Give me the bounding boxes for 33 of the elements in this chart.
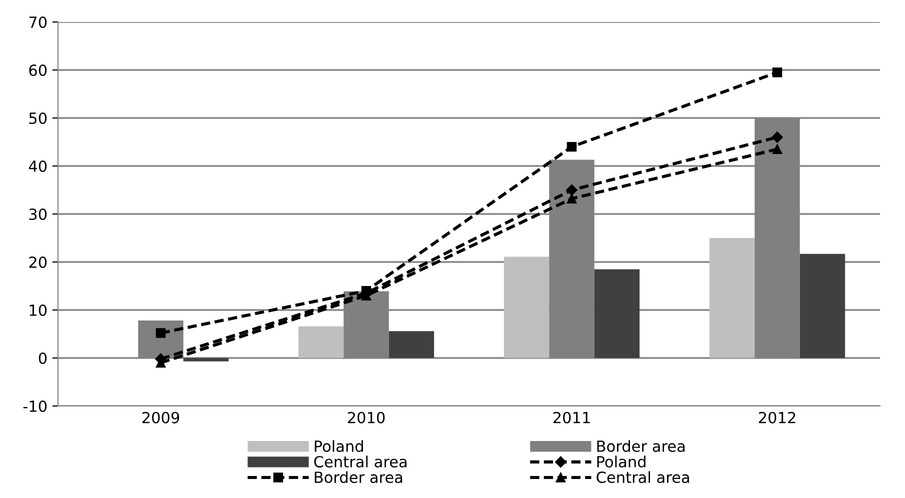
legend-label: Central area [314,456,406,468]
x-tick-label: 2010 [348,412,385,424]
point [156,328,166,338]
bar [298,326,344,358]
y-tick-label: 10 [30,304,47,316]
bar [709,238,755,358]
legend-label: Poland [597,456,646,468]
y-tick-label: 40 [28,160,47,172]
y-tick-label: 0 [38,352,47,364]
bar [800,254,846,358]
point [772,144,782,154]
y-tick-label: 30 [29,208,47,220]
x-tick-label: 2012 [758,412,796,424]
point [772,132,783,143]
legend-label: Central area [596,471,689,484]
legend-label: Border area [314,471,402,484]
legend-label: Border area [597,440,685,452]
point [566,184,578,196]
y-tick-label: 50 [29,112,47,124]
bar [504,256,550,358]
y-tick-label: -10 [23,400,47,412]
point [772,68,782,78]
legend-label: Poland [314,440,363,452]
x-tick-label: 2011 [553,412,590,424]
bar [183,358,229,362]
bar [594,269,640,358]
point [566,194,577,204]
y-tick-label: 70 [29,16,47,28]
y-tick-label: 20 [29,256,47,268]
bar [388,331,434,358]
point [566,142,577,152]
y-tick-label: 60 [29,64,47,76]
x-tick-label: 2009 [142,412,180,424]
